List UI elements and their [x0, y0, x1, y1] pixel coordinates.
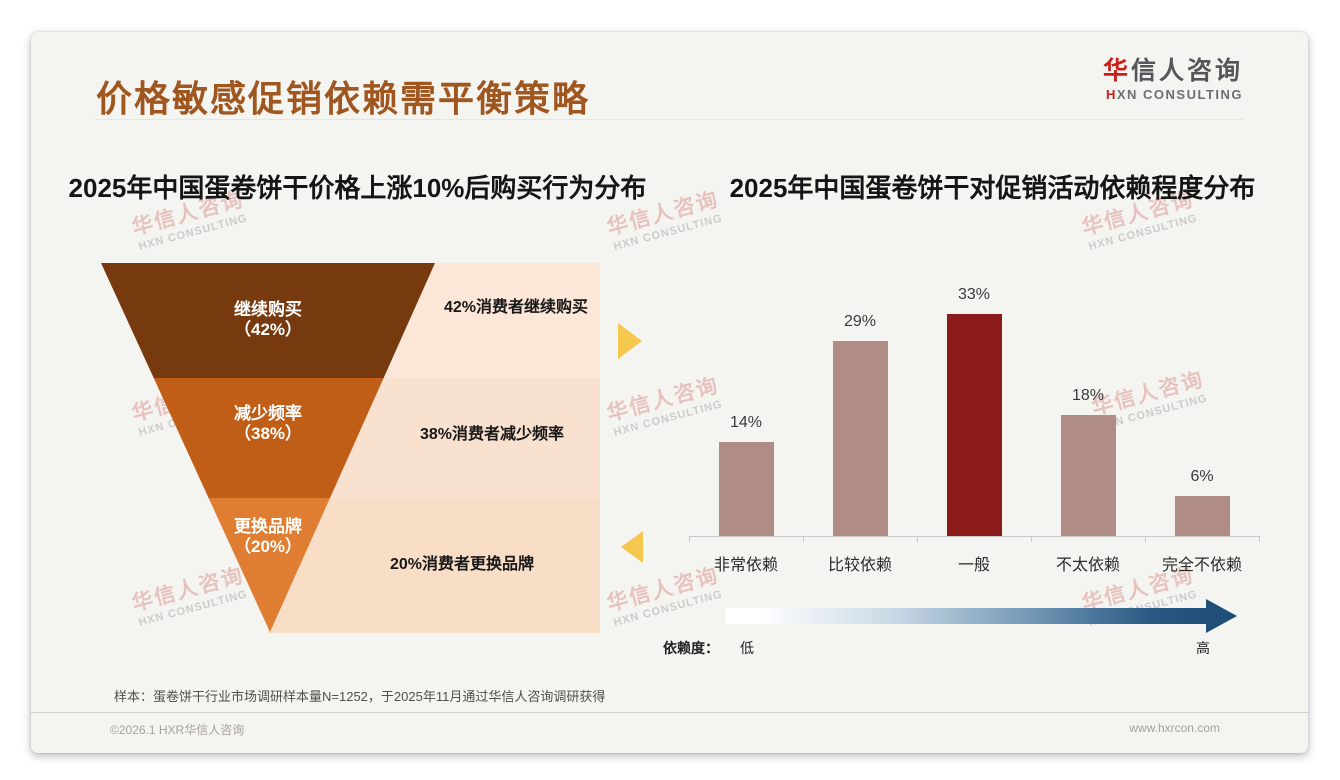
dependency-axis-label: 依赖度：	[663, 640, 719, 656]
axis-tick	[803, 537, 804, 542]
bar-value-label: 6%	[1190, 468, 1214, 485]
bar-不太依赖	[1060, 415, 1116, 536]
bar-value-label: 33%	[957, 286, 991, 303]
funnel-chart	[101, 263, 435, 632]
funnel-annotation: 38%消费者减少频率	[419, 426, 565, 443]
website-text: www.hxrcon.com	[1129, 721, 1220, 735]
sample-note: 样本：蛋卷饼干行业市场调研样本量N=1252，于2025年11月通过华信人咨询调…	[114, 689, 606, 704]
funnel-segment-reduce-frequency	[153, 378, 384, 498]
bar-chart-title: 2025年中国蛋卷饼干对促销活动依赖程度分布	[729, 173, 1256, 203]
axis-tick	[1031, 537, 1032, 542]
funnel-annotation: 20%消费者更换品牌	[389, 556, 535, 573]
bar-category-label: 非常依赖	[713, 557, 778, 574]
funnel-segment-switch-brand	[208, 498, 330, 632]
funnel-segment-label: 继续购买 （42%）	[233, 300, 303, 339]
funnel-chart-title: 2025年中国蛋卷饼干价格上涨10%后购买行为分布	[68, 173, 647, 203]
axis-tick	[1145, 537, 1146, 542]
bar-一般	[946, 314, 1002, 536]
page-title: 价格敏感促销依赖需平衡策略	[96, 78, 591, 119]
header-divider	[95, 119, 1243, 120]
dependency-gradient-arrow	[725, 608, 1207, 624]
funnel-segment-continue-buying	[101, 263, 435, 378]
logo-chinese-text: 华信人咨询	[1102, 57, 1243, 85]
axis-tick	[917, 537, 918, 542]
bar-完全不依赖	[1174, 496, 1230, 536]
arrow-left-icon	[621, 531, 643, 563]
dependency-low-label: 低	[740, 640, 754, 656]
bar-非常依赖	[718, 442, 774, 536]
bar-category-label: 比较依赖	[827, 557, 892, 574]
company-logo: 华信人咨询 HXN CONSULTING	[948, 56, 1243, 103]
bar-比较依赖	[832, 341, 888, 536]
funnel-segment-label: 减少频率 （38%）	[233, 404, 303, 443]
dependency-high-label: 高	[1196, 640, 1210, 656]
footer-divider	[31, 712, 1308, 713]
bar-category-label: 一般	[957, 557, 990, 574]
bar-chart-x-axis	[689, 536, 1260, 537]
bar-value-label: 14%	[729, 414, 763, 431]
funnel-segment-label: 更换品牌 （20%）	[233, 517, 303, 556]
bar-category-label: 完全不依赖	[1161, 557, 1242, 574]
funnel-panel-row	[268, 498, 600, 633]
bar-value-label: 18%	[1071, 387, 1105, 404]
bar-value-label: 29%	[843, 313, 877, 330]
dependency-gradient-arrowhead	[1206, 599, 1237, 633]
axis-tick	[689, 537, 690, 542]
bar-category-label: 不太依赖	[1055, 557, 1120, 574]
funnel-annotation: 42%消费者继续购买	[443, 299, 589, 316]
copyright-text: ©2026.1 HXR华信人咨询	[110, 723, 245, 737]
axis-tick	[1259, 537, 1260, 542]
arrow-right-icon	[618, 323, 642, 359]
logo-english-text: HXN CONSULTING	[1105, 87, 1243, 102]
